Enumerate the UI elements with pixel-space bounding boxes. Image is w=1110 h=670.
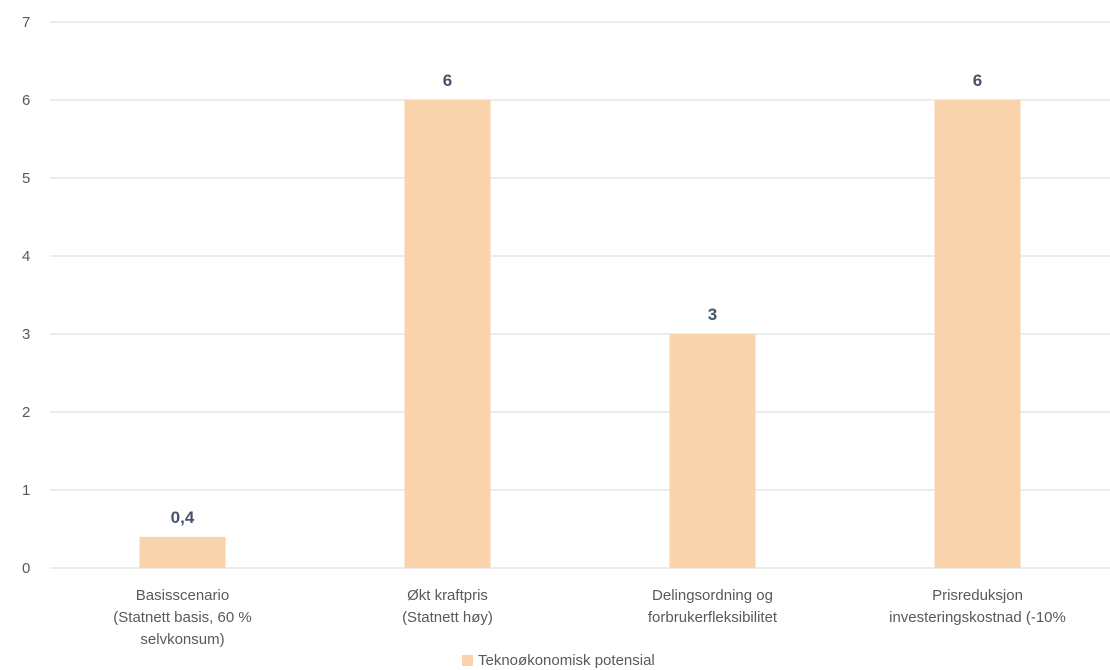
bar: [139, 536, 226, 568]
bar: [404, 100, 491, 568]
data-label: 0,4: [171, 508, 195, 527]
y-tick-label: 4: [22, 248, 30, 265]
bar: [934, 100, 1021, 568]
x-category-label: Prisreduksjon: [932, 587, 1023, 604]
x-category-label: investeringskostnad (-10%: [889, 609, 1066, 626]
y-tick-label: 6: [22, 92, 30, 109]
y-tick-label: 7: [22, 14, 30, 31]
x-category-label: Delingsordning og: [652, 587, 773, 604]
gridlines: [50, 21, 1110, 569]
y-axis-tick-labels: 0 1 2 3 4 5 6 7: [22, 14, 30, 577]
x-category-label: (Statnett høy): [402, 609, 493, 626]
data-label: 6: [443, 71, 452, 90]
legend-label: Teknoøkonomisk potensial: [478, 652, 655, 669]
x-category-label: Økt kraftpris: [407, 587, 488, 604]
x-category-label: selvkonsum): [140, 631, 224, 648]
x-axis-category-labels: Basisscenario (Statnett basis, 60 % selvko…: [113, 587, 1066, 648]
legend-swatch: [462, 655, 473, 666]
y-tick-label: 1: [22, 482, 30, 499]
bars: [139, 100, 1021, 568]
x-category-label: Basisscenario: [136, 587, 229, 604]
data-labels: 0,4 6 3 6: [171, 71, 983, 527]
data-label: 3: [708, 305, 717, 324]
x-category-label: (Statnett basis, 60 %: [113, 609, 251, 626]
bar: [669, 334, 756, 568]
y-tick-label: 0: [22, 560, 30, 577]
y-tick-label: 3: [22, 326, 30, 343]
x-category-label: forbrukerfleksibilitet: [648, 609, 778, 626]
data-label: 6: [973, 71, 982, 90]
legend: Teknoøkonomisk potensial: [462, 652, 655, 669]
y-tick-label: 2: [22, 404, 30, 421]
y-tick-label: 5: [22, 170, 30, 187]
